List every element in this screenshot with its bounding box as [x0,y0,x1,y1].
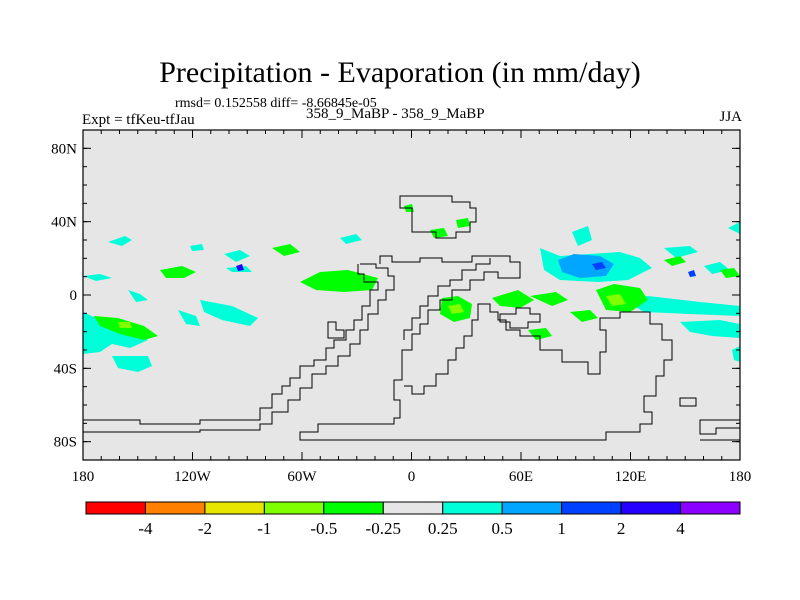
colorbar-label: -0.5 [310,519,337,538]
colorbar-swatch [144,501,206,515]
outline-island-1 [679,397,697,407]
patch-cyan [728,222,740,234]
outline-small-1 [499,307,541,329]
patch-lightgreen [448,304,464,314]
patch-darkblue [236,264,244,271]
colorbar-swatch [501,501,563,515]
patch-lightgreen [606,294,626,306]
patch-green [664,256,686,266]
patch-green [430,228,448,238]
experiment-label: Expt = tfKeu-tfJau [82,112,195,128]
patch-green [160,266,196,278]
patch-green [300,270,378,292]
colorbar-swatch [323,501,384,515]
patch-cyan [624,296,740,316]
patch-cyan [178,310,200,326]
patch-cyan [128,290,148,302]
patch-cyan [83,274,112,281]
patch-green [492,290,534,308]
x-tick-label: 60E [509,469,533,485]
colorbar-label: 1 [557,519,566,538]
colorbar-swatch [561,501,622,515]
patch-cyan [200,300,258,326]
x-tick-label: 120W [174,469,212,485]
outline-small-2 [327,321,345,339]
patch-cyan [224,250,250,262]
patch-green [272,244,300,256]
y-tick-label: 40N [51,215,77,231]
patch-cyan [664,246,698,258]
colorbar-swatch [263,501,325,515]
outline-interior [403,258,491,340]
outline-north-continent [399,195,477,239]
patch-green [528,328,552,340]
x-tick-label: 120E [615,469,647,485]
patch-green [456,218,470,228]
x-tick-label: 0 [408,469,416,485]
colorbar-label: 2 [617,519,626,538]
x-tick-label: 180 [72,469,95,485]
colorbar-label: -4 [138,519,153,538]
y-axis: 80N 40N 0 40S 80S [51,141,740,451]
x-tick-label: 180 [729,469,752,485]
y-tick-label: 0 [70,288,78,304]
y-tick-label: 40S [54,361,77,377]
continent-outlines [83,195,741,441]
colorbar-swatch [204,501,265,515]
period-label: 358_9_MaBP - 358_9_MaBP [306,106,485,122]
plot-title: Precipitation - Evaporation (in mm/day) [159,56,641,89]
colorbar-label: 0.5 [492,519,513,538]
colorbar-swatch [85,501,146,515]
patch-green [530,292,568,306]
colorbar-label: -2 [198,519,212,538]
stats-line: rmsd= 0.152558 diff= -8.66845e-05 [175,96,377,111]
colorbar-label: 0.25 [428,519,458,538]
patch-cyan [340,234,362,244]
season-label: JJA [719,109,742,125]
patch-cyan [572,226,592,246]
outline-west-continent [83,263,395,433]
patch-cyan [112,356,152,372]
colorbar: -4 -2 -1 -0.5 -0.25 0.25 0.5 1 2 4 [85,501,741,538]
anomaly-patches [83,204,740,372]
patch-darkblue [592,262,606,270]
patch-cyan [108,236,132,246]
patch-cyan [190,244,204,251]
patch-lightgreen [118,322,132,328]
patch-blue [558,254,614,278]
colorbar-swatch [442,501,503,515]
outline-east-continent [299,255,673,441]
patch-cyan [680,320,740,338]
colorbar-swatch [382,501,444,515]
y-tick-label: 80N [51,141,77,157]
colorbar-label: -0.25 [366,519,401,538]
colorbar-swatch [680,501,741,515]
patch-darkblue [688,270,696,277]
y-tick-label: 80S [54,435,77,451]
x-tick-label: 60W [287,469,317,485]
colorbar-label: -1 [257,519,271,538]
outline-west-coast [83,264,379,425]
colorbar-label: 4 [676,519,685,538]
patch-green [720,268,740,278]
patch-green [570,310,598,322]
x-axis: 180 120W 60W 0 60E 120E 180 [72,130,752,485]
colorbar-swatch [620,501,682,515]
